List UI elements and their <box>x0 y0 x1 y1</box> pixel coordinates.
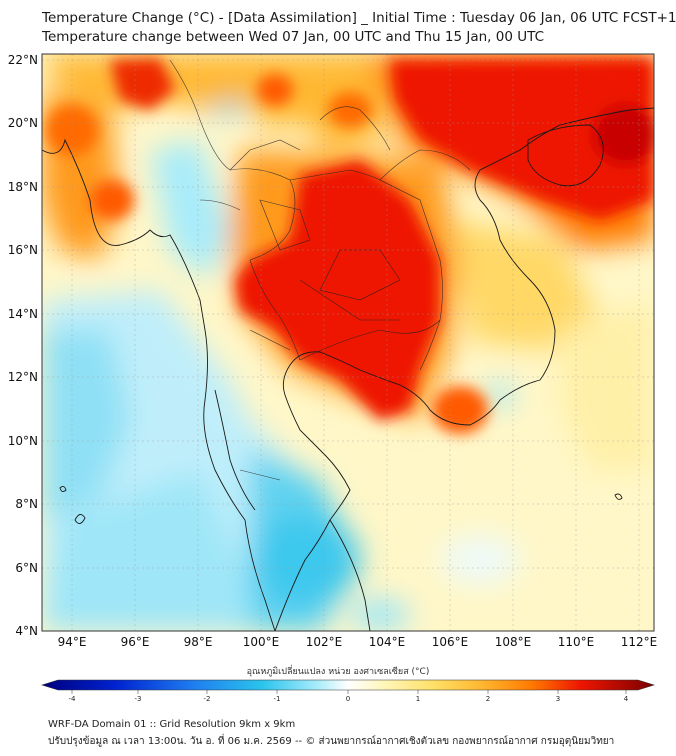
lat-label: 22°N <box>8 53 38 67</box>
colorbar: -4 -3 -2 -1 0 1 2 3 4 <box>40 679 656 703</box>
lat-label: 14°N <box>8 307 38 321</box>
lon-label: 108°E <box>495 635 532 649</box>
lat-label: 6°N <box>15 561 38 575</box>
colorbar-tick-label: 2 <box>486 695 490 703</box>
lat-label: 18°N <box>8 180 38 194</box>
colorbar-ticks <box>71 690 627 694</box>
longitude-axis: 94°E 96°E 98°E 100°E 102°E 104°E 106°E 1… <box>58 635 658 649</box>
lon-label: 110°E <box>558 635 595 649</box>
colorbar-tick-label: 1 <box>416 695 420 703</box>
title-line-1: Temperature Change (°C) - [Data Assimila… <box>42 10 676 26</box>
lon-label: 96°E <box>121 635 150 649</box>
lat-label: 8°N <box>15 497 38 511</box>
lon-label: 102°E <box>306 635 343 649</box>
footer-model-info: WRF-DA Domain 01 :: Grid Resolution 9km … <box>48 719 296 730</box>
lon-label: 112°E <box>621 635 658 649</box>
lat-label: 20°N <box>8 116 38 130</box>
colorbar-gradient <box>40 679 656 691</box>
colorbar-tick-label: 0 <box>346 695 350 703</box>
lat-label: 12°N <box>8 370 38 384</box>
temperature-field <box>42 54 654 631</box>
lat-label: 10°N <box>8 434 38 448</box>
footer-update-info: ปรับปรุงข้อมูล ณ เวลา 13:00น. วัน อ. ที่… <box>48 736 615 747</box>
colorbar-label: อุณหภูมิเปลี่ยนแปลง หน่วย องศาเซลเซียส (… <box>246 667 430 677</box>
gridlines <box>42 54 654 631</box>
map-frame <box>41 53 655 632</box>
country-borders <box>169 59 471 481</box>
colorbar-tick-label: -4 <box>69 695 77 703</box>
colorbar-tick-label: 3 <box>556 695 560 703</box>
lon-label: 104°E <box>369 635 406 649</box>
lat-label: 16°N <box>8 243 38 257</box>
coastlines <box>42 107 654 631</box>
latitude-axis: 22°N 20°N 18°N 16°N 14°N 12°N 10°N 8°N 6… <box>8 53 38 638</box>
lon-label: 94°E <box>58 635 87 649</box>
colorbar-tick-label: -1 <box>274 695 281 703</box>
colorbar-tick-label: -3 <box>135 695 142 703</box>
lon-label: 100°E <box>243 635 280 649</box>
title-line-2: Temperature change between Wed 07 Jan, 0… <box>42 29 544 45</box>
colorbar-tick-label: 4 <box>624 695 629 703</box>
colorbar-tick-label: -2 <box>204 695 211 703</box>
lon-label: 98°E <box>184 635 213 649</box>
lon-label: 106°E <box>432 635 469 649</box>
lat-label: 4°N <box>15 624 38 638</box>
